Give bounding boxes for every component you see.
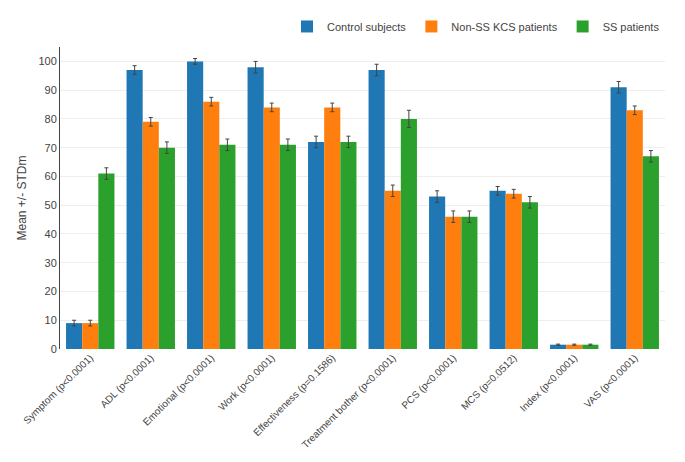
svg-text:Emotional (p<0.0001): Emotional (p<0.0001) [141,352,217,428]
svg-text:30: 30 [45,257,57,269]
svg-text:Treatment bother (p<0.0001): Treatment bother (p<0.0001) [300,352,398,450]
svg-text:PCS (p<0.0001): PCS (p<0.0001) [400,352,459,411]
svg-text:0: 0 [51,343,57,355]
svg-text:Work (p<0.0001): Work (p<0.0001) [216,352,277,413]
svg-text:ADL (p<0.0001): ADL (p<0.0001) [98,352,156,410]
svg-text:VAS (p<0.0001): VAS (p<0.0001) [582,352,640,410]
svg-text:Mean +/- STDm: Mean +/- STDm [15,155,29,240]
svg-text:20: 20 [45,285,57,297]
svg-text:MCS (p=0.0512): MCS (p=0.0512) [459,352,519,412]
svg-text:Index (p<0.0001): Index (p<0.0001) [518,352,579,413]
svg-text:50: 50 [45,199,57,211]
svg-text:60: 60 [45,170,57,182]
svg-text:Effectiveness (p=0.1586): Effectiveness (p=0.1586) [251,352,337,438]
svg-text:40: 40 [45,228,57,240]
svg-text:Control subjects: Control subjects [327,21,406,33]
svg-text:Symptom (p<0.0001): Symptom (p<0.0001) [21,352,95,426]
svg-text:100: 100 [38,55,56,67]
svg-text:90: 90 [45,84,57,96]
svg-text:80: 80 [45,113,57,125]
svg-text:10: 10 [45,314,57,326]
svg-text:70: 70 [45,142,57,154]
svg-text:SS patients: SS patients [603,21,660,33]
svg-text:Non-SS KCS patients: Non-SS KCS patients [451,21,557,33]
